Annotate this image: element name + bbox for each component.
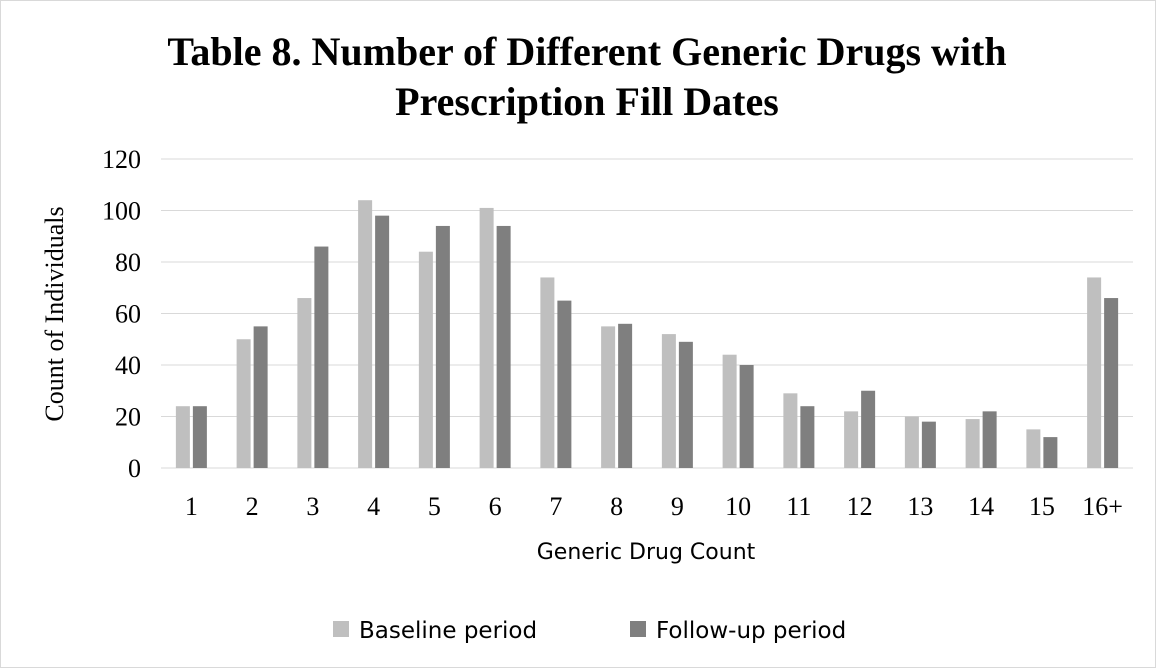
x-tick-label: 7 [549,492,562,521]
x-tick-label: 5 [428,492,441,521]
bar-follow-up-11 [800,406,815,468]
bar-follow-up-4 [375,215,390,468]
x-tick-label: 4 [367,492,380,521]
x-axis-label: Generic Drug Count [537,540,756,565]
bar-follow-up-15 [1043,437,1058,468]
bar-baseline-1 [175,406,190,468]
bar-follow-up-12 [861,390,876,468]
legend: Baseline period Follow-up period [333,618,846,644]
bar-follow-up-3 [314,246,329,468]
y-tick-label: 0 [128,454,141,483]
bar-follow-up-1 [192,406,207,468]
x-tick-label: 2 [246,492,259,521]
x-tick-label: 3 [306,492,319,521]
bar-follow-up-9 [678,341,693,468]
y-tick-label: 80 [115,248,141,277]
y-axis-label: Count of Individuals [40,206,69,421]
bar-baseline-14 [965,419,980,468]
bar-follow-up-13 [921,421,936,468]
bar-follow-up-2 [253,326,268,468]
bar-baseline-2 [236,339,251,468]
bar-baseline-16+ [1087,277,1102,468]
x-tick-label: 10 [725,492,751,521]
legend-label-baseline: Baseline period [359,618,537,644]
bar-baseline-15 [1026,429,1041,468]
x-tick-label: 11 [786,492,811,521]
legend-label-follow-up: Follow-up period [656,618,846,644]
bar-follow-up-16+ [1104,298,1119,468]
x-axis-ticks: 1 2 3 4 5 6 7 8 9 10 11 12 13 14 15 16+ [185,492,1123,521]
bar-follow-up-5 [435,225,450,468]
bar-baseline-5 [418,251,433,468]
y-tick-label: 60 [115,300,141,329]
x-tick-label: 9 [671,492,684,521]
x-tick-label: 12 [847,492,873,521]
y-tick-label: 20 [115,403,141,432]
x-tick-label: 15 [1029,492,1055,521]
bar-baseline-7 [540,277,555,468]
x-tick-label: 14 [968,492,994,521]
y-tick-label: 100 [102,197,141,226]
bar-baseline-6 [479,207,494,469]
y-axis-ticks: 0 20 40 60 80 100 120 [102,145,141,483]
bar-baseline-11 [783,393,798,468]
bar-follow-up-6 [496,225,511,468]
chart-title-line-1: Table 8. Number of Different Generic Dru… [167,29,1006,74]
bar-baseline-12 [844,411,859,468]
x-tick-label: 13 [907,492,933,521]
bar-baseline-10 [722,354,737,468]
bar-baseline-8 [601,326,616,468]
x-tick-label: 16+ [1082,492,1123,521]
bar-follow-up-7 [557,300,572,468]
bar-follow-up-14 [982,411,997,468]
y-tick-label: 40 [115,351,141,380]
bars [175,200,1119,469]
bar-baseline-3 [297,298,312,468]
legend-swatch-baseline [333,621,349,637]
x-tick-label: 8 [610,492,623,521]
bar-follow-up-10 [739,365,754,468]
legend-swatch-follow-up [630,621,646,637]
bar-baseline-9 [661,334,676,468]
x-tick-label: 6 [489,492,502,521]
bar-baseline-4 [358,200,373,468]
bar-follow-up-8 [618,323,633,468]
x-tick-label: 1 [185,492,198,521]
chart-title-line-2: Prescription Fill Dates [395,79,779,124]
y-tick-label: 120 [102,145,141,174]
bar-baseline-13 [904,416,919,468]
